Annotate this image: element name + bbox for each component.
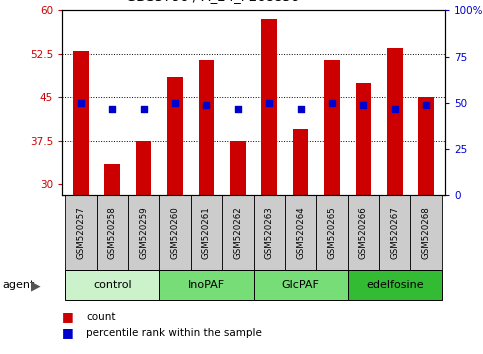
Point bbox=[171, 100, 179, 106]
Text: ▶: ▶ bbox=[31, 279, 41, 292]
Bar bbox=[411, 195, 442, 270]
Bar bbox=[167, 77, 183, 195]
Text: GSM520267: GSM520267 bbox=[390, 207, 399, 259]
Point bbox=[140, 106, 147, 112]
Text: percentile rank within the sample: percentile rank within the sample bbox=[86, 328, 262, 338]
Bar bbox=[254, 195, 285, 270]
Text: GSM520261: GSM520261 bbox=[202, 207, 211, 259]
Text: GDS3796 / A_24_P268856: GDS3796 / A_24_P268856 bbox=[126, 0, 299, 4]
Bar bbox=[387, 48, 403, 195]
Bar bbox=[104, 164, 120, 195]
Bar bbox=[316, 195, 348, 270]
Bar bbox=[293, 129, 309, 195]
Text: count: count bbox=[86, 312, 115, 322]
Bar bbox=[348, 270, 442, 301]
Text: GSM520268: GSM520268 bbox=[422, 207, 431, 259]
Point bbox=[422, 102, 430, 108]
Bar bbox=[97, 195, 128, 270]
Bar bbox=[159, 195, 191, 270]
Text: GSM520258: GSM520258 bbox=[108, 207, 117, 259]
Point bbox=[391, 106, 398, 112]
Point bbox=[265, 100, 273, 106]
Bar bbox=[159, 270, 254, 301]
Bar bbox=[136, 141, 152, 195]
Point bbox=[234, 106, 242, 112]
Point bbox=[328, 100, 336, 106]
Bar bbox=[355, 83, 371, 195]
Text: GSM520260: GSM520260 bbox=[170, 207, 180, 259]
Bar bbox=[348, 195, 379, 270]
Bar bbox=[128, 195, 159, 270]
Text: GSM520265: GSM520265 bbox=[327, 207, 337, 259]
Text: GlcPAF: GlcPAF bbox=[282, 280, 320, 291]
Bar bbox=[65, 270, 159, 301]
Text: control: control bbox=[93, 280, 131, 291]
Bar bbox=[285, 195, 316, 270]
Point bbox=[77, 100, 85, 106]
Text: InoPAF: InoPAF bbox=[188, 280, 225, 291]
Bar bbox=[73, 51, 89, 195]
Bar bbox=[324, 59, 340, 195]
Bar bbox=[261, 19, 277, 195]
Point bbox=[297, 106, 304, 112]
Bar bbox=[65, 195, 97, 270]
Bar bbox=[418, 97, 434, 195]
Bar bbox=[222, 195, 254, 270]
Bar bbox=[379, 195, 411, 270]
Point bbox=[359, 102, 367, 108]
Point bbox=[202, 102, 210, 108]
Bar bbox=[191, 195, 222, 270]
Text: edelfosine: edelfosine bbox=[366, 280, 424, 291]
Text: GSM520262: GSM520262 bbox=[233, 207, 242, 259]
Bar bbox=[254, 270, 348, 301]
Bar bbox=[230, 141, 246, 195]
Bar bbox=[199, 59, 214, 195]
Text: ■: ■ bbox=[62, 326, 74, 339]
Text: GSM520266: GSM520266 bbox=[359, 207, 368, 259]
Point bbox=[108, 106, 116, 112]
Text: agent: agent bbox=[2, 280, 35, 291]
Text: ■: ■ bbox=[62, 310, 74, 323]
Text: GSM520259: GSM520259 bbox=[139, 207, 148, 259]
Text: GSM520263: GSM520263 bbox=[265, 207, 274, 259]
Text: GSM520257: GSM520257 bbox=[76, 207, 85, 259]
Text: GSM520264: GSM520264 bbox=[296, 207, 305, 259]
